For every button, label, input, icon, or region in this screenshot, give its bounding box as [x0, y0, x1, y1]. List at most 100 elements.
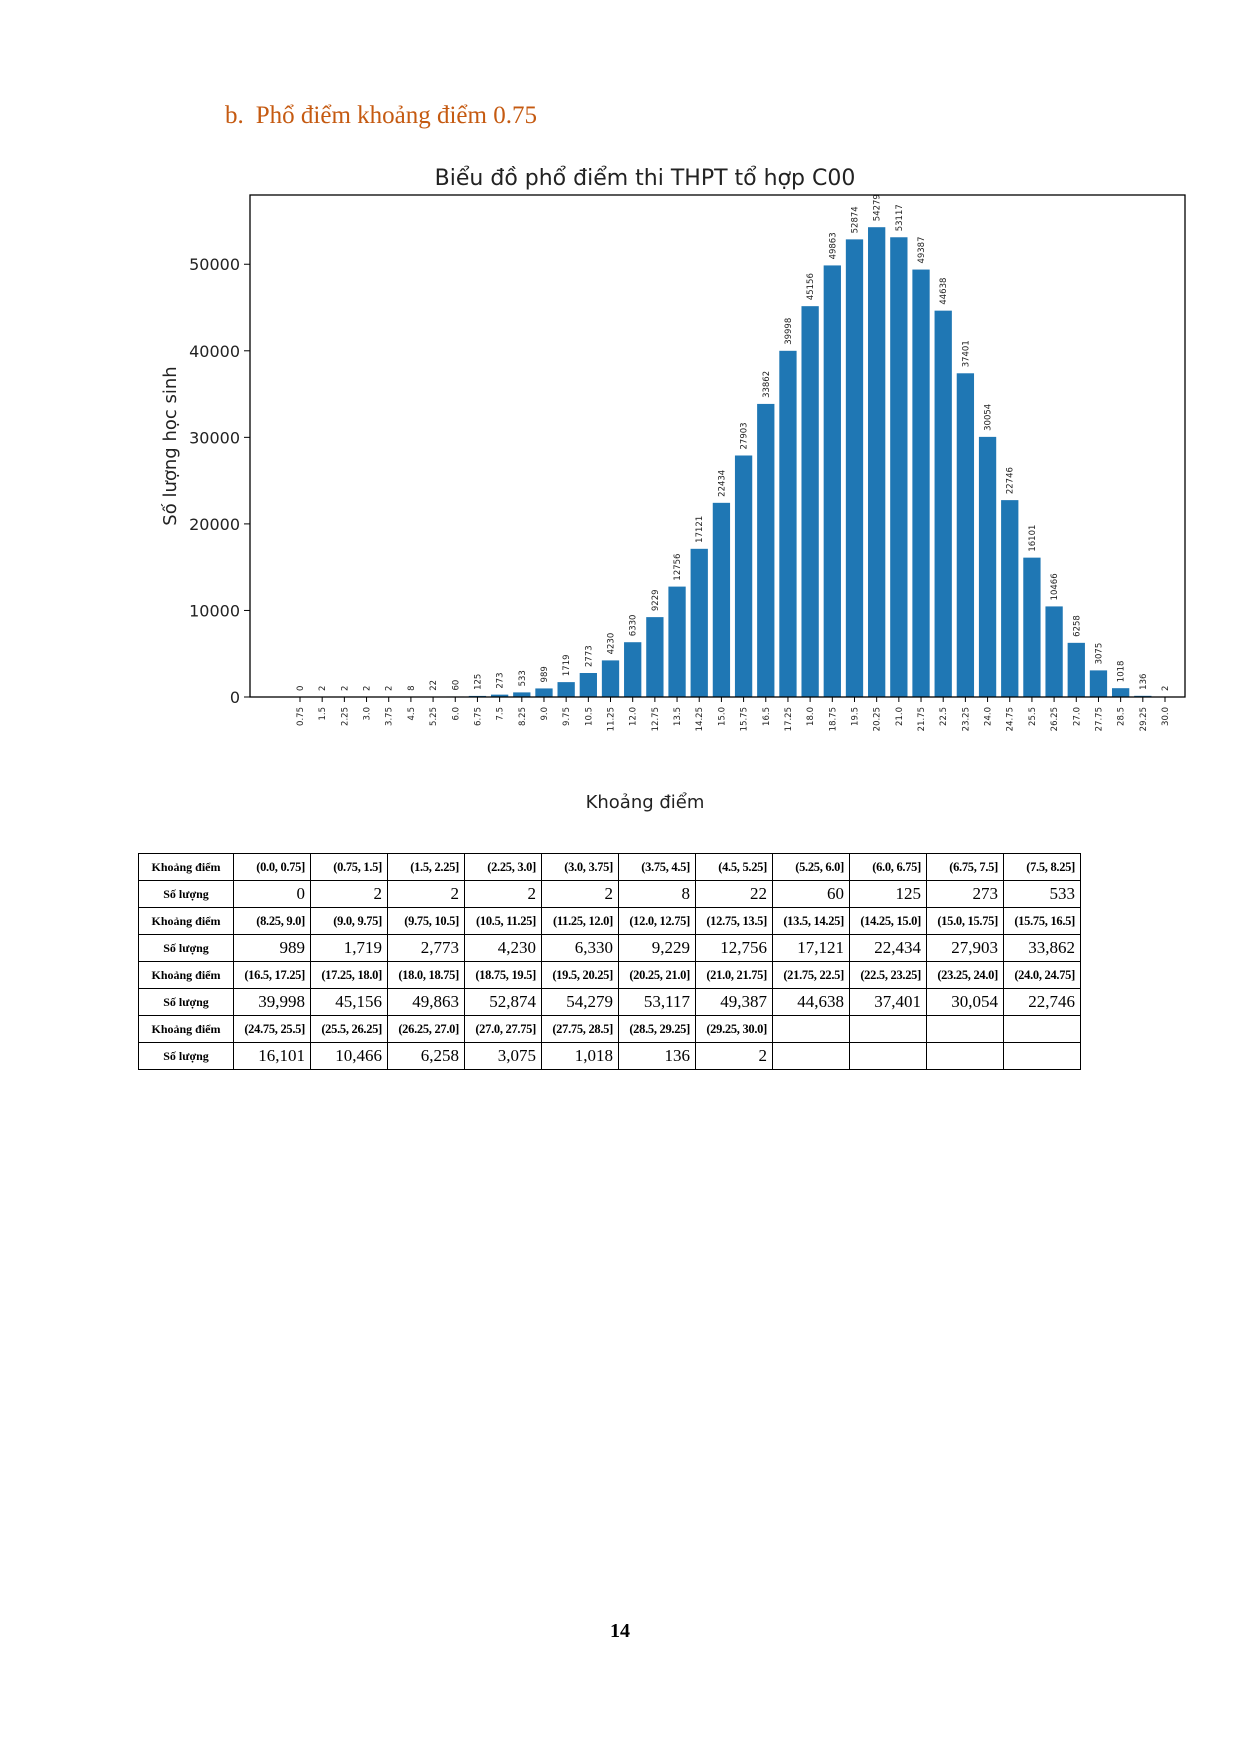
interval-cell: (14.25, 15.0] — [849, 907, 927, 935]
count-cell: 27,903 — [926, 934, 1004, 962]
x-tick-label: 4.5 — [407, 707, 417, 721]
section-marker: b. — [225, 102, 244, 129]
interval-cell: (12.75, 13.5] — [695, 907, 773, 935]
interval-row: Khoảng điểm (24.75, 25.5] (25.5, 26.25] (26… — [138, 1015, 1081, 1043]
count-cell — [1003, 1042, 1081, 1070]
interval-cell: (9.75, 10.5] — [387, 907, 465, 935]
x-tick-label: 25.5 — [1028, 707, 1038, 726]
interval-cell: (24.75, 25.5] — [233, 1015, 311, 1043]
section-heading: b. Phổ điểm khoảng điểm 0.75 — [225, 102, 537, 130]
x-tick-label: 3.0 — [363, 707, 373, 721]
interval-cell — [926, 1015, 1004, 1043]
count-cell: 1,018 — [541, 1042, 619, 1070]
x-tick-label: 26.25 — [1050, 707, 1060, 731]
count-row: Số lượng 989 1,719 2,773 4,230 6,330 9,229 12,7… — [138, 934, 1081, 962]
bar-value-label: 44638 — [939, 278, 949, 305]
x-tick-label: 7.5 — [496, 707, 506, 721]
bar-value-label: 125 — [473, 674, 483, 690]
bar — [868, 227, 886, 697]
bar-value-label: 45156 — [806, 273, 816, 300]
interval-cell: (8.25, 9.0] — [233, 907, 311, 935]
y-axis-ticks: 0 10000 20000 30000 40000 50000 — [189, 255, 250, 707]
bar — [801, 306, 819, 697]
count-cell: 53,117 — [618, 988, 696, 1016]
x-tick-label: 21.75 — [917, 707, 927, 731]
count-cell: 49,387 — [695, 988, 773, 1016]
bar — [624, 642, 642, 697]
interval-cell: (4.5, 5.25] — [695, 853, 773, 881]
bar-value-label: 37401 — [961, 340, 971, 367]
interval-cell — [772, 1015, 850, 1043]
bar-value-label: 54279 — [873, 194, 883, 221]
count-cell: 273 — [926, 880, 1004, 908]
count-cell: 12,756 — [695, 934, 773, 962]
interval-cell: (5.25, 6.0] — [772, 853, 850, 881]
bar — [668, 586, 686, 697]
y-tick-label: 10000 — [189, 601, 240, 620]
count-cell: 3,075 — [464, 1042, 542, 1070]
count-header: Số lượng — [138, 1042, 234, 1070]
interval-cell: (0.75, 1.5] — [310, 853, 388, 881]
interval-cell: (2.25, 3.0] — [464, 853, 542, 881]
x-tick-label: 28.5 — [1117, 707, 1127, 726]
count-cell: 22,434 — [849, 934, 927, 962]
x-tick-label: 2.25 — [340, 707, 350, 726]
bar-value-label: 6258 — [1072, 615, 1082, 637]
bar — [1111, 688, 1130, 697]
count-cell — [849, 1042, 927, 1070]
bar — [579, 672, 597, 697]
x-axis-label: Khoảng điểm — [586, 792, 705, 813]
bar — [557, 682, 575, 697]
y-tick-label: 40000 — [189, 342, 240, 361]
bar — [779, 350, 797, 697]
x-tick-label: 18.75 — [828, 707, 838, 731]
bar-value-label: 49863 — [828, 232, 838, 259]
x-tick-label: 20.25 — [873, 707, 883, 731]
count-cell: 44,638 — [772, 988, 850, 1016]
plot-frame — [249, 194, 1186, 698]
x-tick-label: 5.25 — [429, 707, 439, 726]
count-cell: 125 — [849, 880, 927, 908]
x-tick-label: 16.5 — [762, 707, 772, 726]
count-cell: 30,054 — [926, 988, 1004, 1016]
interval-cell: (6.0, 6.75] — [849, 853, 927, 881]
interval-cell: (22.5, 23.25] — [849, 961, 927, 989]
interval-cell: (9.0, 9.75] — [310, 907, 388, 935]
count-cell: 989 — [233, 934, 311, 962]
count-cell: 54,279 — [541, 988, 619, 1016]
bar — [934, 310, 952, 697]
count-row: Số lượng 16,101 10,466 6,258 3,075 1,018 136 2 — [138, 1042, 1081, 1070]
count-cell: 4,230 — [464, 934, 542, 962]
bar-value-label: 9229 — [651, 589, 661, 611]
interval-cell: (3.0, 3.75] — [541, 853, 619, 881]
interval-cell — [1003, 1015, 1081, 1043]
bar-value-label: 22 — [429, 680, 439, 691]
bar-labels-group: 0 2 2 2 2 8 22 60 125 273 533 989 1719 27734230633092… — [296, 194, 1171, 691]
x-tick-label: 24.75 — [1006, 707, 1016, 731]
bar — [845, 239, 864, 697]
x-tick-label: 6.0 — [451, 707, 461, 721]
bar-value-label: 1719 — [562, 654, 572, 676]
interval-header: Khoảng điểm — [138, 853, 234, 881]
interval-cell: (15.75, 16.5] — [1003, 907, 1081, 935]
bar — [1045, 606, 1063, 697]
x-tick-label: 18.0 — [806, 707, 816, 726]
bar-value-label: 2 — [340, 686, 350, 691]
count-cell: 45,156 — [310, 988, 388, 1016]
bar-value-label: 136 — [1139, 674, 1149, 690]
bar-value-label: 3075 — [1094, 643, 1104, 665]
y-tick-label: 20000 — [189, 515, 240, 534]
count-cell: 39,998 — [233, 988, 311, 1016]
bar-value-label: 60 — [451, 680, 461, 691]
bar-value-label: 12756 — [673, 554, 683, 581]
x-tick-label: 23.25 — [961, 707, 971, 731]
bar-value-label: 4230 — [607, 633, 617, 655]
interval-header: Khoảng điểm — [138, 1015, 234, 1043]
x-tick-label: 29.25 — [1139, 707, 1149, 731]
bar — [1089, 670, 1108, 697]
bar-value-label: 2 — [363, 686, 373, 691]
count-cell: 2 — [310, 880, 388, 908]
x-tick-label: 27.75 — [1094, 707, 1104, 731]
y-tick-label: 50000 — [189, 255, 240, 274]
count-cell: 22,746 — [1003, 988, 1081, 1016]
